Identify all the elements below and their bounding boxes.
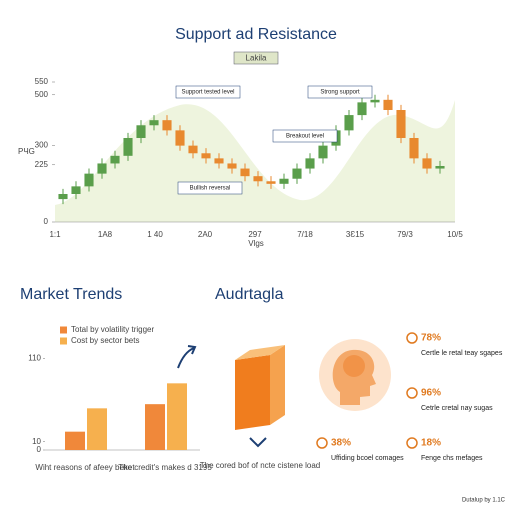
box-side <box>270 345 285 425</box>
candle-body <box>58 194 68 200</box>
candle-body <box>357 102 367 116</box>
y-tick-label: 0 <box>44 217 49 226</box>
section-title: Market Trends <box>20 286 122 303</box>
bar <box>167 383 187 450</box>
brain-icon <box>343 355 365 377</box>
subtitle-box <box>233 51 279 65</box>
candle-body <box>370 99 380 103</box>
box-front <box>235 355 270 430</box>
x-tick-label: 7/18 <box>297 230 313 239</box>
candle-body <box>435 166 445 169</box>
background-area <box>55 100 455 222</box>
y-tick-label: 0 <box>37 445 42 454</box>
annotation: Breakout level <box>286 134 324 140</box>
candle-body <box>253 176 263 182</box>
candle-body <box>266 181 276 184</box>
candle-body <box>188 145 198 154</box>
bar <box>65 431 85 450</box>
stat-value: 78% <box>421 333 441 344</box>
annotation: Bullish reversal <box>190 186 231 192</box>
candle-body <box>214 158 224 164</box>
candle-body <box>162 120 172 131</box>
candle-body <box>71 186 81 194</box>
legend-label: Cost by sector bets <box>71 336 139 345</box>
stat-caption: Cetrle cretal nay sugas <box>421 405 493 412</box>
candle-body <box>201 153 211 159</box>
stat-value: 18% <box>421 438 441 449</box>
candle-body <box>175 130 185 146</box>
candle-body <box>97 163 107 174</box>
y-tick-label: 225 <box>35 160 49 169</box>
annotation-box <box>175 85 241 99</box>
legend-swatch <box>60 337 67 345</box>
stat-icon <box>406 437 418 449</box>
y-tick-label: 10 <box>32 437 41 446</box>
x-tick-label: 10/5 <box>447 230 463 239</box>
annotation-box <box>307 85 373 99</box>
candle-body <box>279 178 289 184</box>
x-tick-label: Wiht reasons of afeey beket <box>35 463 135 472</box>
x-tick-label: 1A8 <box>98 230 113 239</box>
candle-body <box>383 99 393 110</box>
x-tick-label: 297 <box>248 230 262 239</box>
x-tick-label: 1:1 <box>49 230 61 239</box>
subtitle: Lakila <box>246 54 267 63</box>
annotation-box <box>272 129 338 143</box>
footer: Dutalup by 1.1C <box>462 498 506 504</box>
chart-title: Support ad Resistance <box>175 26 337 43</box>
candle-body <box>84 173 94 187</box>
x-tick-label: The credit's makes d 3195 <box>118 463 212 472</box>
candle-body <box>227 163 237 169</box>
x-tick-label: 2A0 <box>198 230 213 239</box>
candle-body <box>149 120 159 126</box>
candle-body <box>110 155 120 164</box>
candle-body <box>344 115 354 131</box>
candle-body <box>396 110 406 138</box>
candle-body <box>292 168 302 179</box>
y-tick-label: 500 <box>35 90 49 99</box>
trend-arrow <box>177 345 197 369</box>
annotation: Support tested level <box>181 90 234 96</box>
candle-body <box>240 168 250 177</box>
x-axis-label: Vlgs <box>248 239 264 248</box>
box-top <box>235 345 285 360</box>
section-title: Audrtagla <box>215 286 284 303</box>
stat-caption: Fenge chs mefages <box>421 455 483 462</box>
box-caption: The cored bof of ncte cistene load <box>200 461 321 470</box>
legend-label: Total by volatility trigger <box>71 325 154 334</box>
y-tick-label: 300 <box>35 141 49 150</box>
candle-body <box>305 158 315 169</box>
annotation-box <box>177 181 243 195</box>
x-tick-label: 3Ɛ15 <box>346 230 365 239</box>
x-tick-label: 1 40 <box>147 230 163 239</box>
candle-body <box>409 138 419 159</box>
x-tick-label: 79/3 <box>397 230 413 239</box>
y-tick-label: 550 <box>35 77 49 86</box>
bar <box>87 408 107 450</box>
annotation: Strong support <box>320 90 360 96</box>
stat-icon <box>406 332 418 344</box>
stat-value: 38% <box>331 438 351 449</box>
down-arrow <box>249 437 267 448</box>
y-axis-label: PЧG <box>18 147 35 156</box>
legend-swatch <box>60 326 67 334</box>
candle-body <box>123 138 133 156</box>
stat-icon <box>406 387 418 399</box>
stat-caption: Uffiding bcoel comages <box>331 455 404 462</box>
bar <box>145 404 165 450</box>
candle-body <box>422 158 432 169</box>
stat-icon <box>316 437 328 449</box>
stat-caption: Certle le retal teay sgapes <box>421 350 503 357</box>
candle-body <box>318 145 328 159</box>
stat-value: 96% <box>421 388 441 399</box>
y-tick-label: 110 <box>28 353 41 362</box>
candle-body <box>136 125 146 138</box>
